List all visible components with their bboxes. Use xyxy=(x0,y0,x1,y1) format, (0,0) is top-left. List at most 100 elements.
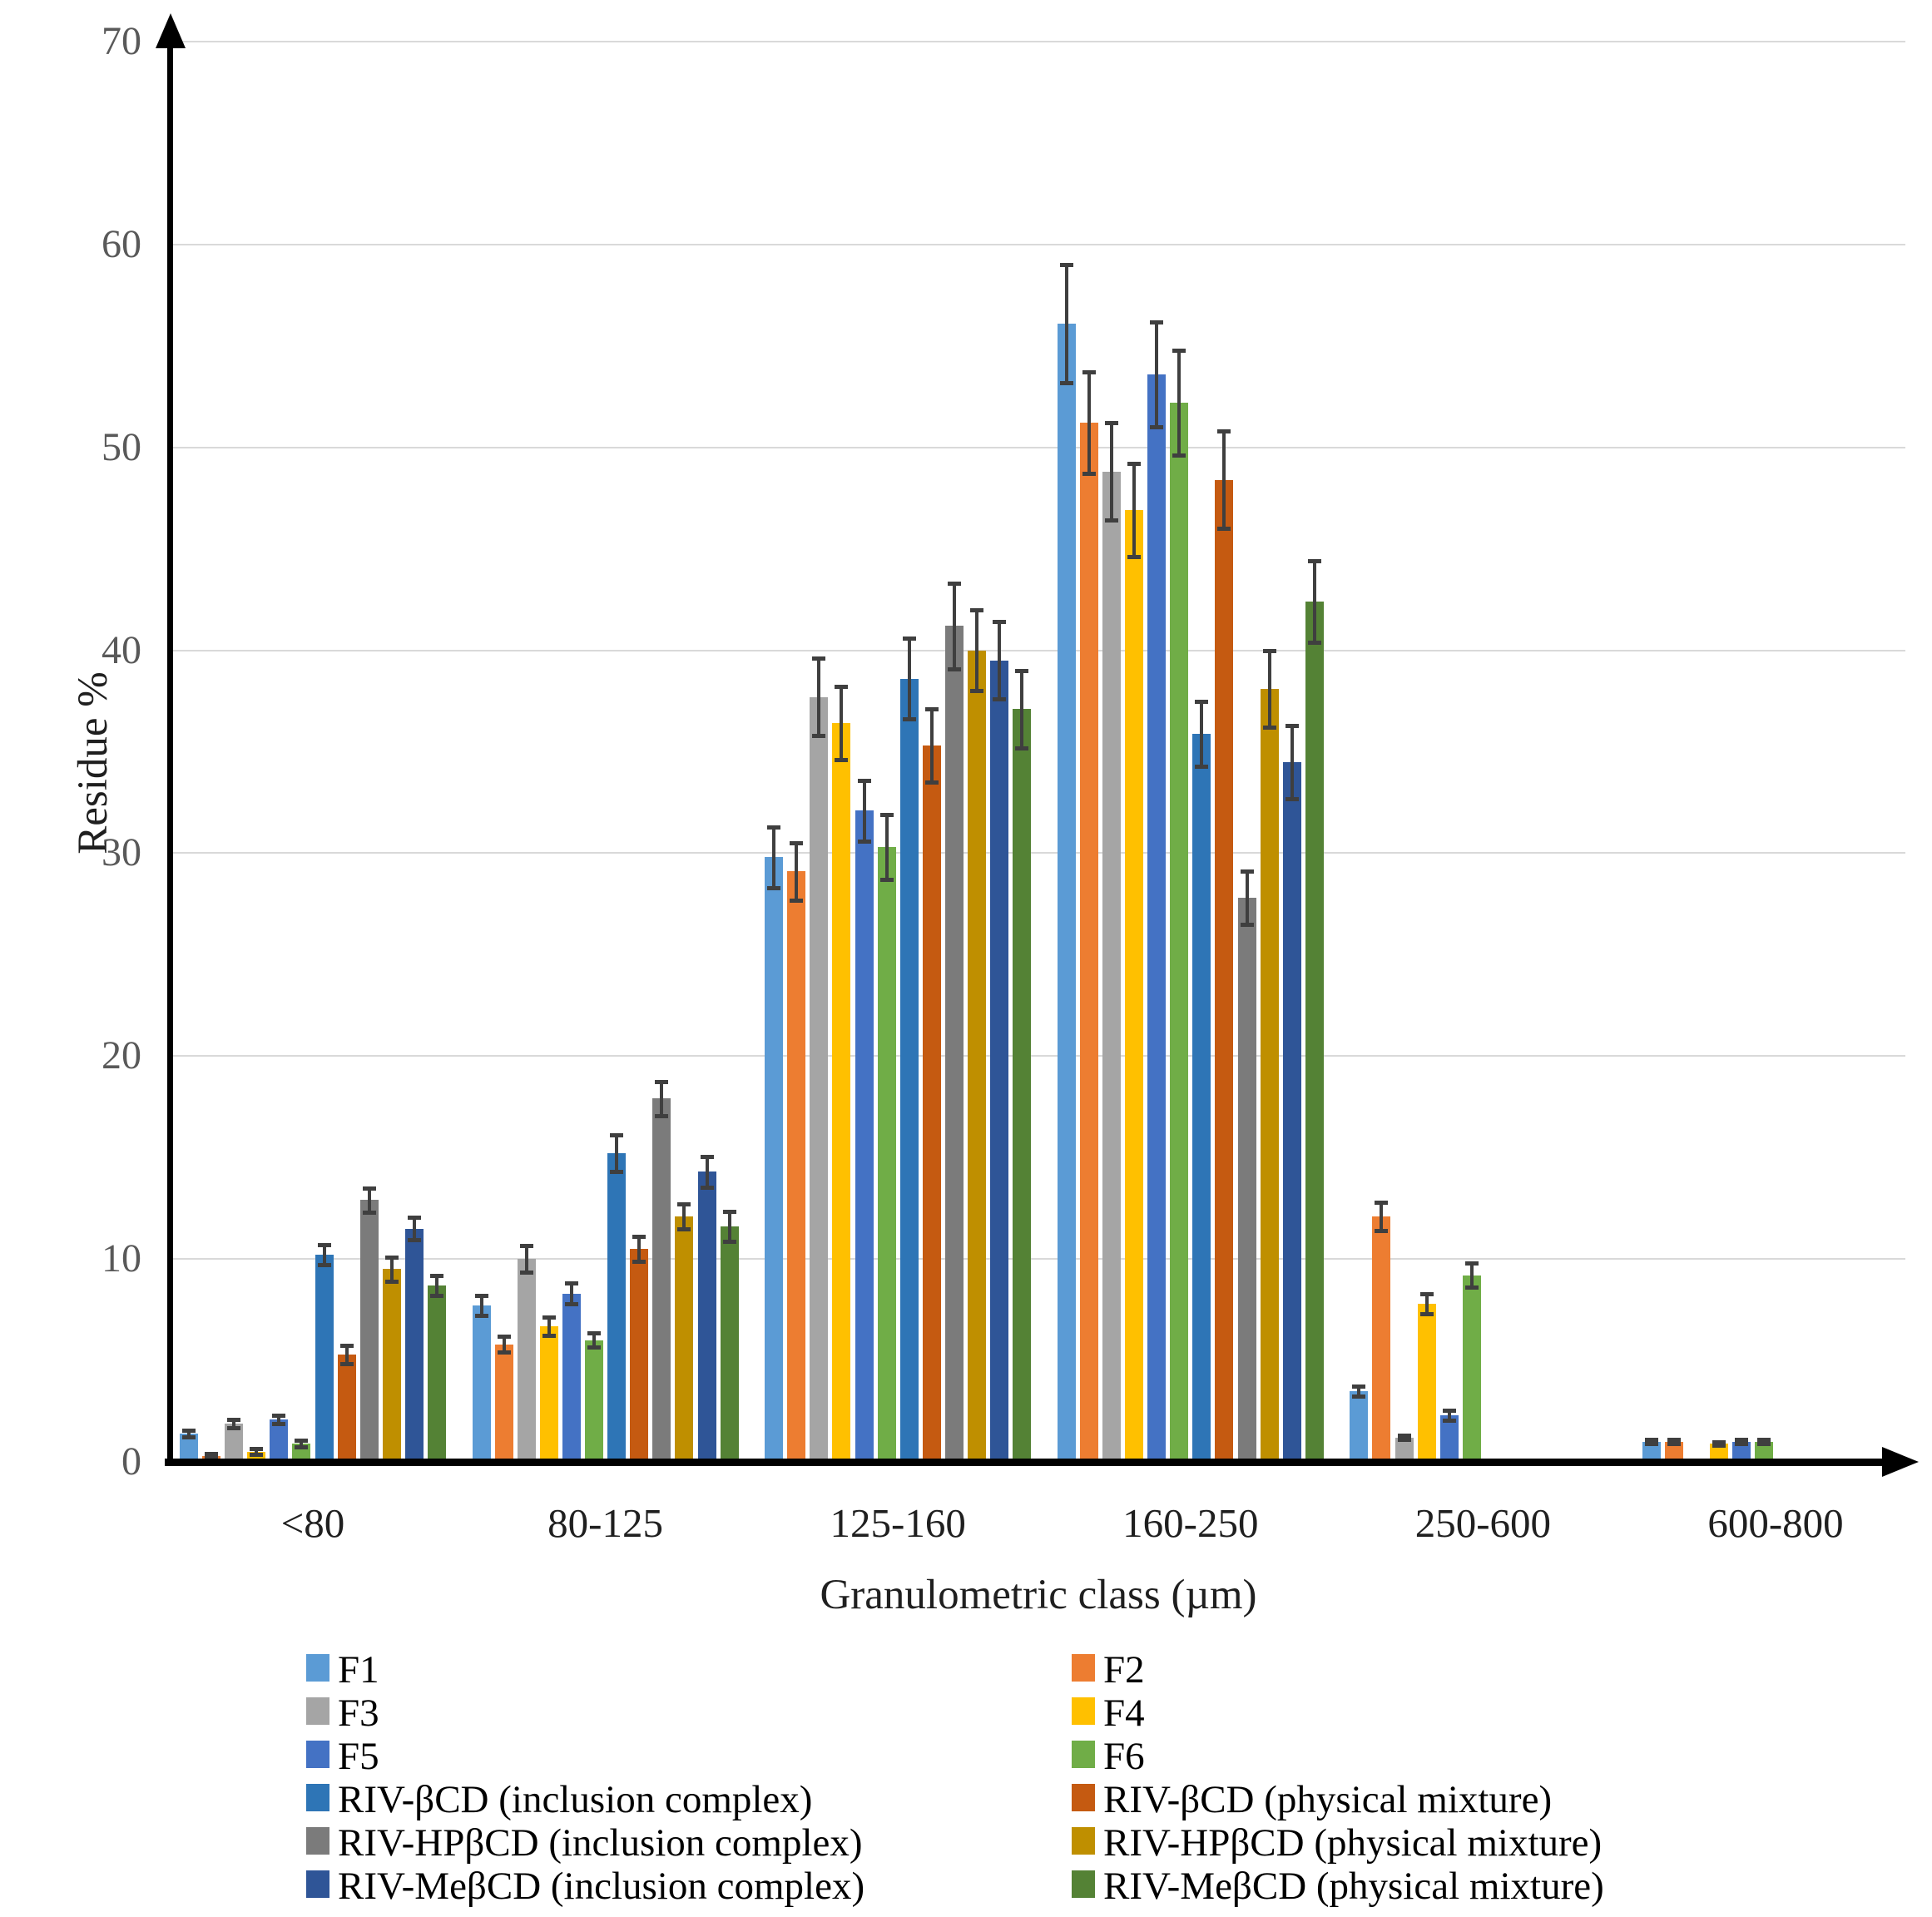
bar-F3-250-600 xyxy=(1395,1437,1414,1462)
error-bar-line xyxy=(255,1449,258,1455)
error-bar-cap-top xyxy=(925,707,939,712)
error-bar-cap-top xyxy=(182,1429,196,1434)
error-bar-cap-top xyxy=(1241,869,1254,874)
error-bar-line xyxy=(435,1275,438,1296)
error-bar-line xyxy=(1155,321,1158,428)
legend-swatch-F1 xyxy=(306,1654,329,1682)
error-bar-cap-top xyxy=(790,841,803,846)
error-bar-line xyxy=(660,1081,663,1117)
error-bar-cap-bottom xyxy=(340,1361,354,1366)
x-category-label-250-600: 250-600 xyxy=(1414,1500,1552,1546)
error-bar-line xyxy=(682,1204,686,1229)
error-bar-line xyxy=(232,1419,235,1428)
error-bar-cap-top xyxy=(903,636,916,641)
error-bar-line xyxy=(525,1246,528,1272)
error-bar-line xyxy=(1357,1385,1360,1396)
error-bar-cap-top xyxy=(520,1244,533,1249)
error-bar-cap-bottom xyxy=(1127,555,1141,560)
error-bar-cap-top xyxy=(205,1452,218,1457)
error-bar-cap-top xyxy=(812,656,825,661)
error-bar-cap-top xyxy=(318,1243,331,1248)
legend-swatch-RIV-βCD (inclusion complex) xyxy=(306,1784,329,1811)
error-bar-cap-top xyxy=(880,813,894,818)
error-bar-line xyxy=(1380,1201,1383,1231)
error-bar-line xyxy=(1177,349,1181,456)
legend-label-RIV-HPβCD (inclusion complex): RIV-HPβCD (inclusion complex) xyxy=(338,1821,863,1865)
bar-RIV-MeβCD (physical mixture)-<80 xyxy=(428,1285,446,1462)
error-bar-line xyxy=(1313,561,1316,642)
error-bar-cap-top xyxy=(1195,699,1208,704)
error-bar-cap-bottom xyxy=(1735,1442,1748,1447)
error-bar-cap-top xyxy=(363,1186,376,1191)
error-bar-cap-top xyxy=(858,778,871,783)
error-bar-line xyxy=(187,1430,191,1437)
bar-RIV-HPβCD (physical mixture)-125-160 xyxy=(968,650,986,1462)
gridline-30 xyxy=(171,852,1905,854)
legend-swatch-RIV-HPβCD (physical mixture) xyxy=(1072,1827,1095,1855)
error-bar-line xyxy=(1470,1263,1474,1288)
error-bar-line xyxy=(637,1236,641,1261)
error-bar-line xyxy=(1200,701,1203,766)
bar-F4-160-250 xyxy=(1125,510,1143,1462)
legend-label-RIV-MeβCD (inclusion complex): RIV-MeβCD (inclusion complex) xyxy=(338,1865,865,1908)
bar-RIV-βCD (inclusion complex)-160-250 xyxy=(1192,733,1211,1462)
x-axis-arrowhead xyxy=(1882,1447,1919,1477)
bar-F6-80-125 xyxy=(585,1340,603,1462)
bar-RIV-MeβCD (inclusion complex)-<80 xyxy=(405,1228,424,1462)
error-bar-line xyxy=(728,1211,731,1242)
error-bar-cap-bottom xyxy=(1375,1228,1388,1233)
error-bar-cap-bottom xyxy=(993,697,1006,702)
bar-F4-80-125 xyxy=(540,1325,558,1462)
y-tick-label-10: 10 xyxy=(102,1236,141,1281)
error-bar-cap-top xyxy=(723,1209,736,1214)
error-bar-cap-top xyxy=(498,1334,511,1339)
bar-RIV-HPβCD (inclusion complex)-<80 xyxy=(360,1200,379,1462)
error-bar-cap-top xyxy=(1757,1438,1771,1443)
bar-F1-600-800 xyxy=(1642,1441,1661,1462)
legend-swatch-RIV-MeβCD (inclusion complex) xyxy=(306,1870,329,1898)
error-bar-cap-top xyxy=(632,1235,646,1240)
y-tick-label-30: 30 xyxy=(102,830,141,875)
bar-F5-<80 xyxy=(270,1419,288,1462)
bar-F3-125-160 xyxy=(810,696,828,1462)
bar-F4-125-160 xyxy=(832,723,850,1462)
error-bar-cap-top xyxy=(1667,1438,1681,1443)
error-bar-cap-bottom xyxy=(970,689,983,694)
bar-F2-160-250 xyxy=(1080,423,1098,1462)
error-bar-cap-top xyxy=(1465,1261,1479,1266)
gridline-10 xyxy=(171,1258,1905,1261)
legend-label-RIV-βCD (physical mixture): RIV-βCD (physical mixture) xyxy=(1103,1778,1553,1821)
error-bar-line xyxy=(277,1414,280,1424)
error-bar-cap-bottom xyxy=(385,1279,399,1284)
error-bar-cap-bottom xyxy=(812,733,825,738)
error-bar-cap-bottom xyxy=(1015,746,1028,750)
error-bar-line xyxy=(480,1295,483,1316)
error-bar-cap-bottom xyxy=(205,1456,218,1461)
bar-F1-80-125 xyxy=(473,1305,491,1462)
error-bar-line xyxy=(503,1335,506,1353)
error-bar-cap-top xyxy=(1420,1291,1434,1296)
bar-F2-250-600 xyxy=(1372,1216,1390,1462)
error-bar-cap-bottom xyxy=(1420,1311,1434,1316)
error-bar-cap-top xyxy=(1398,1434,1411,1439)
error-bar-line xyxy=(706,1156,709,1187)
error-bar-line xyxy=(592,1333,596,1348)
error-bar-cap-top xyxy=(677,1202,691,1207)
error-bar-cap-top xyxy=(587,1331,601,1336)
error-bar-line xyxy=(1290,725,1294,799)
error-bar-cap-bottom xyxy=(1263,726,1276,731)
error-bar-cap-bottom xyxy=(1667,1442,1681,1447)
error-bar-cap-top xyxy=(1375,1200,1388,1205)
error-bar-cap-top xyxy=(993,620,1006,625)
error-bar-cap-bottom xyxy=(1195,764,1208,769)
bar-RIV-βCD (inclusion complex)-125-160 xyxy=(900,678,919,1462)
bar-F4-250-600 xyxy=(1418,1303,1436,1462)
y-tick-label-70: 70 xyxy=(102,18,141,63)
error-bar-cap-top xyxy=(1735,1438,1748,1443)
bar-F2-80-125 xyxy=(495,1344,513,1462)
bar-RIV-HPβCD (inclusion complex)-160-250 xyxy=(1238,898,1256,1462)
legend-swatch-F5 xyxy=(306,1741,329,1768)
bar-RIV-βCD (inclusion complex)-<80 xyxy=(315,1255,334,1462)
error-bar-cap-top xyxy=(250,1447,263,1452)
